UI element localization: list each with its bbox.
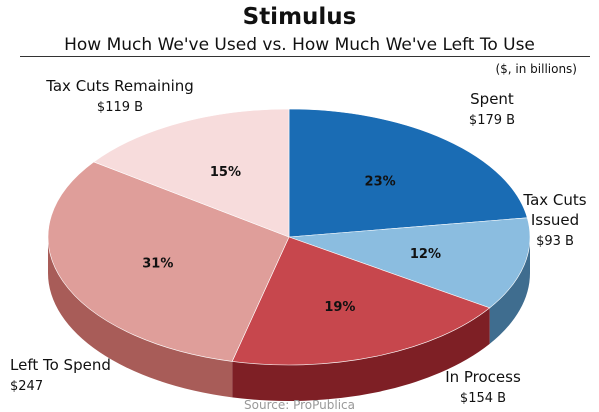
pie-slice-0 <box>288 108 528 238</box>
pie-tops <box>47 108 531 366</box>
pie-side-2 <box>232 307 490 402</box>
slice-category-label: Spent <box>470 90 514 108</box>
slice-percent-label: 23% <box>365 175 396 190</box>
pie-slice-1 <box>288 217 531 309</box>
pie-sides <box>48 237 530 402</box>
pie-side-3 <box>48 237 233 398</box>
slice-category-label: Tax Cuts Remaining <box>45 77 194 95</box>
slice-percent-label: 12% <box>410 247 441 262</box>
units-note: ($, in billions) <box>495 62 577 76</box>
slice-amount-label: $247 <box>10 379 43 394</box>
title-underline <box>20 56 590 57</box>
slice-percent-label: 31% <box>142 257 173 272</box>
pie-labels: 23% 12% 19% 31% 15% Spent $179 B Tax Cuts Issued… <box>10 77 587 406</box>
slice-percent-label: 15% <box>210 165 241 180</box>
slice-category-label: Left To Spend <box>10 356 111 374</box>
slice-amount-label: $179 B <box>469 113 515 128</box>
pie-slice-3 <box>47 161 290 362</box>
slice-amount-label: $154 B <box>460 391 506 406</box>
pie-slice-4 <box>93 108 290 238</box>
slice-amount-label: $93 B <box>536 234 574 249</box>
slice-category-label: In Process <box>445 368 521 386</box>
slice-percent-label: 19% <box>324 300 355 315</box>
chart-subtitle: How Much We've Used vs. How Much We've L… <box>64 35 535 55</box>
slice-category-label: Issued <box>531 211 579 229</box>
chart-title: Stimulus <box>242 4 357 30</box>
source-note: Source: ProPublica <box>244 398 355 412</box>
pie-slice-2 <box>231 236 491 366</box>
slice-amount-label: $119 B <box>97 100 143 115</box>
pie-side-1 <box>489 237 530 344</box>
slice-category-label: Tax Cuts <box>522 191 586 209</box>
